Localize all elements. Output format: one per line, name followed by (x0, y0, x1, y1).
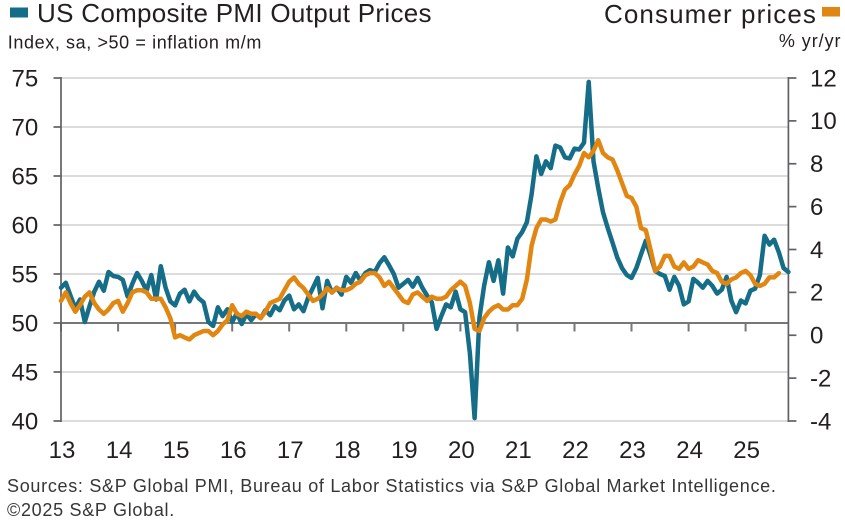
svg-text:13: 13 (49, 437, 76, 464)
svg-text:70: 70 (12, 114, 39, 141)
svg-text:20: 20 (448, 437, 475, 464)
svg-text:17: 17 (277, 437, 304, 464)
svg-text:16: 16 (220, 437, 247, 464)
svg-text:21: 21 (505, 437, 532, 464)
svg-text:15: 15 (163, 437, 190, 464)
svg-text:0: 0 (810, 323, 823, 350)
svg-text:8: 8 (810, 151, 823, 178)
svg-text:US Composite PMI Output Prices: US Composite PMI Output Prices (37, 0, 432, 28)
svg-text:55: 55 (12, 261, 39, 288)
svg-text:24: 24 (676, 437, 703, 464)
svg-text:Index, sa, >50 = inflation m/m: Index, sa, >50 = inflation m/m (8, 33, 262, 53)
svg-text:75: 75 (12, 65, 39, 92)
svg-text:12: 12 (810, 65, 837, 92)
svg-text:-4: -4 (810, 408, 831, 435)
svg-text:6: 6 (810, 194, 823, 221)
svg-text:19: 19 (391, 437, 418, 464)
svg-text:45: 45 (12, 359, 39, 386)
svg-text:Consumer prices: Consumer prices (604, 0, 817, 29)
svg-text:% yr/yr: % yr/yr (779, 31, 842, 51)
svg-text:2: 2 (810, 280, 823, 307)
svg-text:-2: -2 (810, 365, 831, 392)
svg-text:22: 22 (562, 437, 589, 464)
svg-text:23: 23 (619, 437, 646, 464)
svg-text:10: 10 (810, 108, 837, 135)
svg-text:18: 18 (334, 437, 361, 464)
svg-text:60: 60 (12, 212, 39, 239)
svg-text:4: 4 (810, 237, 823, 264)
svg-text:50: 50 (12, 310, 39, 337)
svg-text:©2025 S&P Global.: ©2025 S&P Global. (7, 500, 175, 520)
svg-text:65: 65 (12, 163, 39, 190)
svg-text:40: 40 (12, 408, 39, 435)
svg-text:25: 25 (733, 437, 760, 464)
svg-text:Sources: S&P Global PMI, Burea: Sources: S&P Global PMI, Bureau of Labor… (7, 476, 777, 496)
svg-text:14: 14 (106, 437, 133, 464)
